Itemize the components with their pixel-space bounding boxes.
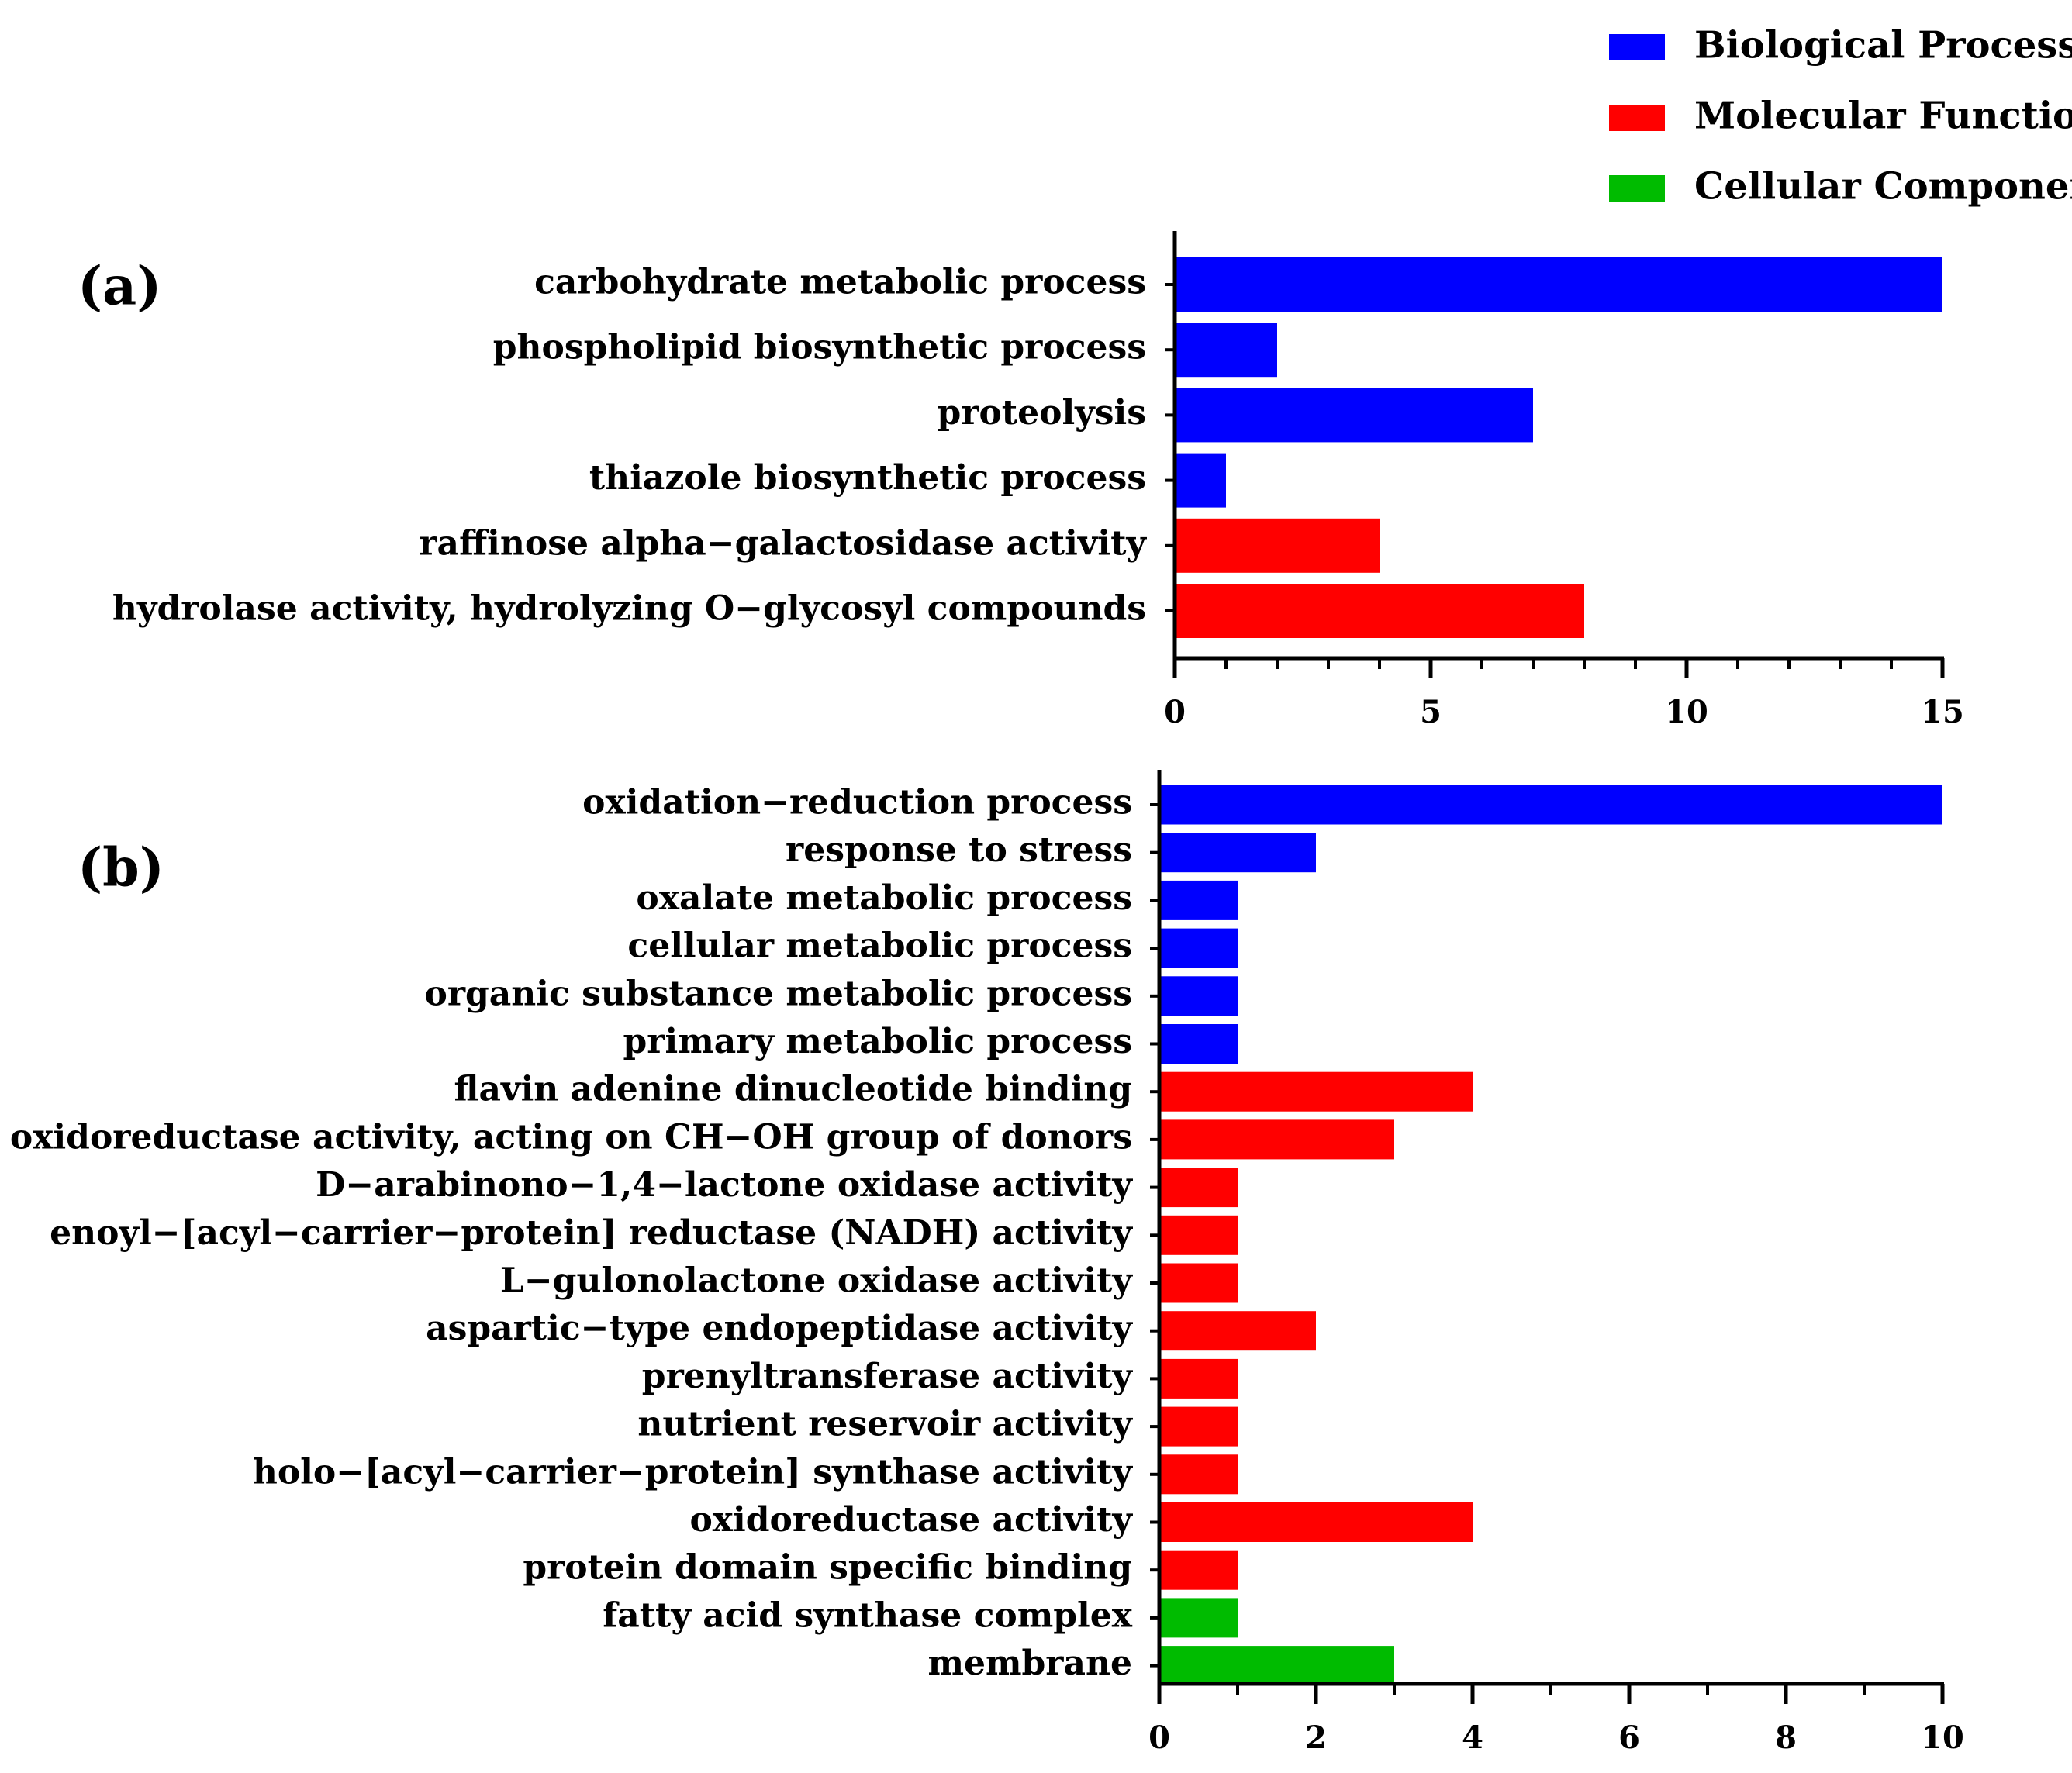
- category-label: membrane: [927, 1644, 1132, 1683]
- bar-proteolysis: [1175, 388, 1533, 443]
- legend-label-cellular-component: Cellular Component: [1694, 165, 2072, 209]
- category-label: aspartic−type endopeptidase activity: [426, 1309, 1133, 1348]
- x-tick-label: 5: [1420, 694, 1442, 730]
- bar-thiazole-biosynthetic-process: [1175, 453, 1226, 508]
- panel-label: (b): [78, 837, 164, 899]
- x-tick-label: 2: [1305, 1720, 1327, 1756]
- panel-b-chart: (b) oxidation−reduction process response t…: [10, 770, 1964, 1756]
- bar-enoyl-acyl-carrier-protein-reductase-nadh-activity: [1159, 1215, 1238, 1255]
- category-label: response to stress: [786, 830, 1132, 870]
- bar-prenyltransferase-activity: [1159, 1358, 1238, 1399]
- bar-oxidoreductase-activity: [1159, 1502, 1473, 1542]
- legend-swatch-cellular-component: [1609, 175, 1665, 202]
- bar-phospholipid-biosynthetic-process: [1175, 323, 1277, 378]
- panel-a-chart: (a) carbohydrate metabolic process phospho…: [78, 231, 1964, 730]
- bar-organic-substance-metabolic-process: [1159, 976, 1238, 1016]
- category-label: holo−[acyl−carrier−protein] synthase act…: [253, 1452, 1134, 1492]
- legend: Biological Process Molecular Function Cell…: [1609, 24, 2072, 209]
- category-label: nutrient reservoir activity: [637, 1405, 1133, 1444]
- category-label: oxidation−reduction process: [582, 783, 1132, 823]
- category-label: primary metabolic process: [623, 1022, 1132, 1061]
- bar-primary-metabolic-process: [1159, 1024, 1238, 1064]
- bar-holo-acyl-carrier-protein-synthase-activity: [1159, 1454, 1238, 1495]
- category-label: hydrolase activity, hydrolyzing O−glycos…: [112, 589, 1146, 629]
- x-tick-label: 0: [1148, 1720, 1170, 1756]
- x-tick-label: 15: [1921, 694, 1964, 730]
- category-label: flavin adenine dinucleotide binding: [454, 1070, 1133, 1109]
- x-tick-label: 10: [1921, 1720, 1964, 1756]
- bar-d-arabinono-1-4-lactone-oxidase-activity: [1159, 1168, 1238, 1208]
- category-label: cellular metabolic process: [627, 926, 1132, 966]
- category-label: enoyl−[acyl−carrier−protein] reductase (…: [50, 1213, 1133, 1253]
- bar-raffinose-alpha-galactosidase-activity: [1175, 518, 1380, 573]
- panel-label: (a): [78, 256, 161, 318]
- bar-protein-domain-specific-binding: [1159, 1550, 1238, 1590]
- category-label: oxalate metabolic process: [636, 878, 1132, 918]
- x-tick-label: 10: [1665, 694, 1708, 730]
- category-label: raffinose alpha−galactosidase activity: [419, 523, 1147, 563]
- category-label: proteolysis: [938, 393, 1147, 433]
- category-label: thiazole biosynthetic process: [589, 458, 1146, 498]
- bar-hydrolase-activity-hydrolyzing-o-glycosyl-compounds: [1175, 584, 1584, 638]
- bar-fatty-acid-synthase-complex: [1159, 1598, 1238, 1638]
- legend-swatch-molecular-function: [1609, 105, 1665, 131]
- bar-aspartic-type-endopeptidase-activity: [1159, 1311, 1316, 1351]
- category-label: phospholipid biosynthetic process: [493, 328, 1146, 367]
- bar-carbohydrate-metabolic-process: [1175, 257, 1942, 312]
- category-label: organic substance metabolic process: [424, 974, 1132, 1013]
- category-label: prenyltransferase activity: [642, 1357, 1134, 1396]
- bar-response-to-stress: [1159, 833, 1316, 873]
- bar-nutrient-reservoir-activity: [1159, 1406, 1238, 1447]
- category-label: carbohydrate metabolic process: [534, 263, 1146, 302]
- bar-l-gulonolactone-oxidase-activity: [1159, 1263, 1238, 1303]
- x-tick-label: 8: [1775, 1720, 1797, 1756]
- legend-swatch-biological-process: [1609, 34, 1665, 60]
- bar-oxidation-reduction-process: [1159, 785, 1942, 825]
- category-label: oxidoreductase activity, acting on CH−OH…: [10, 1117, 1132, 1157]
- bar-oxidoreductase-activity-acting-on-ch-oh-group-of-donors: [1159, 1119, 1394, 1160]
- category-label: fatty acid synthase complex: [603, 1595, 1132, 1635]
- bar-cellular-metabolic-process: [1159, 928, 1238, 968]
- x-tick-label: 4: [1462, 1720, 1483, 1756]
- category-label: D−arabinono−1,4−lactone oxidase activity: [316, 1165, 1133, 1205]
- category-label: L−gulonolactone oxidase activity: [500, 1261, 1134, 1301]
- category-label: oxidoreductase activity: [689, 1500, 1133, 1540]
- x-tick-label: 6: [1618, 1720, 1640, 1756]
- bar-flavin-adenine-dinucleotide-binding: [1159, 1071, 1473, 1112]
- legend-label-molecular-function: Molecular Function: [1694, 95, 2072, 138]
- x-tick-label: 0: [1164, 694, 1186, 730]
- bar-membrane: [1159, 1646, 1394, 1686]
- legend-label-biological-process: Biological Process: [1694, 24, 2072, 67]
- bar-oxalate-metabolic-process: [1159, 880, 1238, 920]
- category-label: protein domain specific binding: [523, 1548, 1132, 1588]
